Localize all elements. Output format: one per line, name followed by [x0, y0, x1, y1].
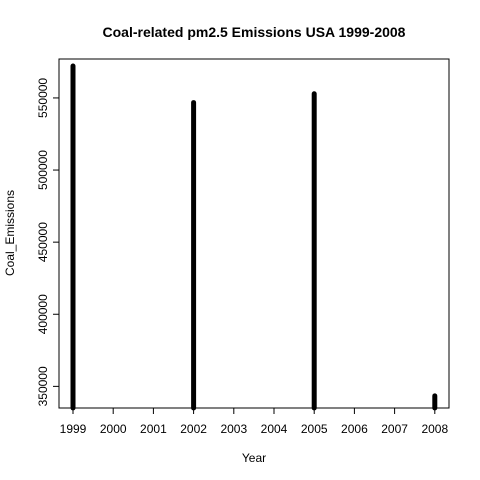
y-tick-label-550000: 550000 — [36, 78, 50, 118]
x-tick-label-1999: 1999 — [60, 422, 87, 436]
y-axis-label: Coal_Emissions — [3, 190, 17, 276]
x-tick-label-2007: 2007 — [381, 422, 408, 436]
y-tick-label-500000: 500000 — [36, 150, 50, 190]
y-tick-label-350000: 350000 — [36, 366, 50, 406]
chart-title: Coal-related pm2.5 Emissions USA 1999-20… — [103, 24, 406, 40]
x-tick-label-2008: 2008 — [421, 422, 448, 436]
plot-frame — [58, 58, 450, 409]
x-axis: 1999 2000 2001 2002 2003 2004 2005 2006 2007 2008 — [60, 408, 448, 436]
x-tick-label-2003: 2003 — [220, 422, 247, 436]
bars — [70, 63, 438, 411]
x-tick-label-2001: 2001 — [140, 422, 167, 436]
x-tick-label-2000: 2000 — [100, 422, 127, 436]
x-tick-label-2005: 2005 — [301, 422, 328, 436]
y-tick-label-400000: 400000 — [36, 294, 50, 334]
y-axis: 350000 400000 450000 500000 550000 — [36, 78, 59, 406]
x-tick-label-2002: 2002 — [180, 422, 207, 436]
x-tick-label-2006: 2006 — [341, 422, 368, 436]
x-tick-label-2004: 2004 — [261, 422, 288, 436]
x-axis-label: Year — [242, 451, 266, 465]
y-tick-label-450000: 450000 — [36, 222, 50, 262]
